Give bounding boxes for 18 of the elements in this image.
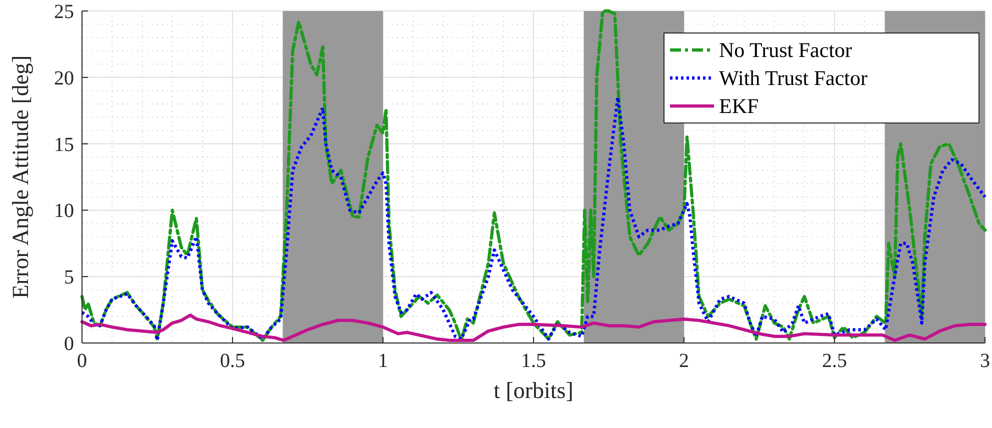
- y-tick-label: 0: [64, 333, 74, 355]
- y-tick-label: 20: [54, 67, 74, 90]
- x-tick-label: 2.5: [822, 350, 847, 372]
- y-axis-title: Error Angle Attitude [deg]: [8, 55, 33, 299]
- y-tick-label: 10: [54, 200, 74, 222]
- y-tick-label: 15: [54, 134, 74, 156]
- x-tick-label: 2: [679, 350, 689, 372]
- legend-label: No Trust Factor: [719, 38, 852, 62]
- x-tick-label: 1.5: [521, 350, 546, 372]
- y-tick-label: 5: [64, 266, 74, 289]
- x-tick-label: 3: [980, 350, 990, 372]
- x-axis-title: t [orbits]: [494, 378, 574, 403]
- line-series: [80, 9, 987, 342]
- y-tick-label: 25: [54, 1, 74, 23]
- x-tick-label: 1: [378, 350, 388, 372]
- legend-label: EKF: [719, 94, 759, 118]
- legend-label: With Trust Factor: [719, 66, 868, 90]
- x-tick-label: 0.5: [220, 350, 245, 372]
